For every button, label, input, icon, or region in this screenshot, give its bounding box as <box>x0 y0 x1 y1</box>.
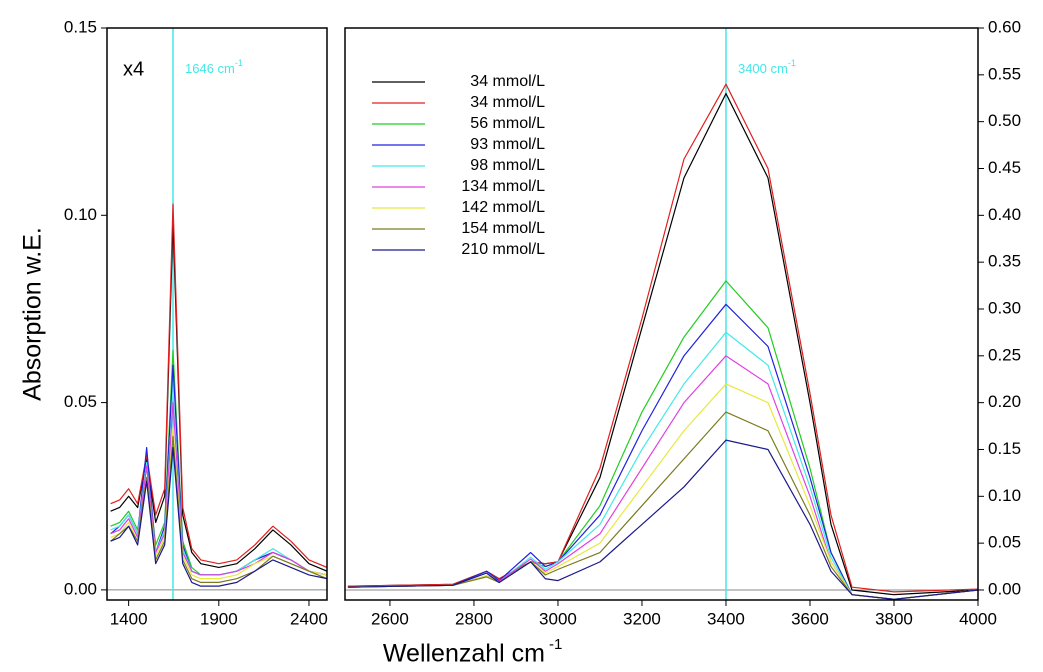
y-tick-label: 0.15 <box>64 17 97 36</box>
plot-frame <box>344 27 979 601</box>
y-tick-label: 0.30 <box>988 298 1021 317</box>
spectrum-line <box>110 349 327 576</box>
spectrum-line <box>110 394 327 576</box>
x-tick-label: 4000 <box>959 609 997 628</box>
legend-label: 210 mmol/L <box>461 241 545 258</box>
x-tick-label: 3200 <box>623 609 661 628</box>
y-tick-label: 0.10 <box>64 205 97 224</box>
y-tick-label: 0.05 <box>988 533 1021 552</box>
x-tick-label: 3400 <box>707 609 745 628</box>
plot-area <box>110 203 327 587</box>
spectrum-line <box>110 222 327 572</box>
reference-label-sup: -1 <box>235 58 243 68</box>
x-tick-label: 2400 <box>290 609 328 628</box>
y-tick-label: 0.15 <box>988 439 1021 458</box>
annotation: x4 <box>123 58 144 80</box>
spectrum-line <box>110 435 327 583</box>
spectrum-line <box>110 446 327 587</box>
legend-label: 34 mmol/L <box>470 73 545 90</box>
spectrum-line <box>110 203 327 568</box>
spectrum-line <box>347 92 978 596</box>
reference-label: 3400 cm-1 <box>738 58 796 76</box>
x-tick-label: 3800 <box>875 609 913 628</box>
reference-label: 1646 cm-1 <box>185 58 243 76</box>
legend-label: 154 mmol/L <box>461 220 545 237</box>
y-tick-label: 0.00 <box>64 579 97 598</box>
x-tick-label: 2600 <box>371 609 409 628</box>
y-tick-label: 0.40 <box>988 205 1021 224</box>
x-tick-label: 3000 <box>539 609 577 628</box>
spectrum-line <box>347 280 978 600</box>
legend-label: 142 mmol/L <box>461 199 545 216</box>
x-axis-label: Wellenzahl cm <box>383 640 545 668</box>
legend-label: 93 mmol/L <box>470 136 545 153</box>
reference-label-text: 3400 cm <box>738 61 788 76</box>
spectrum-line <box>110 364 327 576</box>
y-tick-label: 0.55 <box>988 64 1021 83</box>
y-tick-label: 0.10 <box>988 486 1021 505</box>
y-tick-label: 0.60 <box>988 17 1021 36</box>
legend-label: 56 mmol/L <box>470 115 545 132</box>
reference-label-sup: -1 <box>788 58 796 68</box>
plot-frame <box>106 27 328 601</box>
y-tick-label: 0.45 <box>988 158 1021 177</box>
spectrum-line <box>110 401 327 576</box>
legend-label: 134 mmol/L <box>461 178 545 195</box>
y-tick-label: 0.05 <box>64 392 97 411</box>
spectrum-line <box>347 439 978 600</box>
spectrum-line <box>347 331 978 600</box>
x-tick-label: 2800 <box>455 609 493 628</box>
x-axis-label-sup: -1 <box>549 636 562 653</box>
spectrum-line <box>347 83 978 593</box>
legend-label: 98 mmol/L <box>470 157 545 174</box>
reference-label-text: 1646 cm <box>185 61 235 76</box>
x-tick-label: 1900 <box>200 609 238 628</box>
x-tick-label: 1400 <box>110 609 148 628</box>
y-tick-label: 0.25 <box>988 345 1021 364</box>
x-tick-label: 3600 <box>791 609 829 628</box>
legend-label: 34 mmol/L <box>470 94 545 111</box>
y-axis-label: Absorption w.E. <box>19 227 47 401</box>
y-tick-label: 0.00 <box>988 579 1021 598</box>
plot-area <box>347 83 978 600</box>
spectrum-line <box>347 303 978 600</box>
spectrum-line <box>347 411 978 600</box>
y-tick-label: 0.20 <box>988 392 1021 411</box>
y-tick-label: 0.50 <box>988 111 1021 130</box>
y-tick-label: 0.35 <box>988 252 1021 271</box>
